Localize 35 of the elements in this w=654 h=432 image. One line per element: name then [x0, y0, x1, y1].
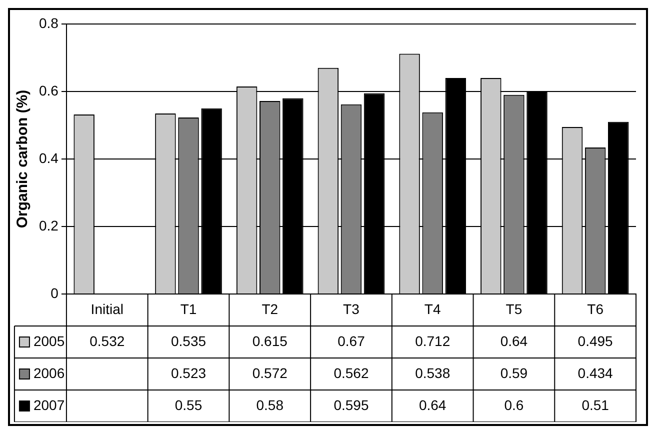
- x-tick-label: T3: [343, 300, 360, 317]
- data-label: 0.495: [578, 332, 614, 349]
- y-tick-label: 0.8: [38, 14, 59, 31]
- y-axis-title: Organic carbon (%): [14, 90, 32, 228]
- x-tick-label: Initial: [90, 300, 124, 317]
- x-tick-label: T4: [424, 300, 441, 317]
- data-label: 0.55: [174, 396, 202, 413]
- legend-label: 2005: [33, 332, 65, 349]
- y-tick-label: 0: [50, 284, 59, 301]
- legend-label: 2006: [33, 364, 65, 381]
- data-label: 0.562: [334, 364, 369, 381]
- data-label: 0.615: [252, 332, 288, 349]
- data-label: 0.51: [582, 396, 610, 413]
- x-tick-label: T6: [587, 300, 604, 317]
- x-tick-label: T5: [506, 300, 522, 317]
- data-label: 0.64: [500, 332, 528, 349]
- legend-label: 2007: [33, 396, 65, 413]
- data-label: 0.538: [415, 364, 450, 381]
- data-label: 0.535: [170, 332, 206, 349]
- y-tick-label: 0.2: [38, 217, 59, 234]
- data-label: 0.67: [338, 332, 366, 349]
- data-label: 0.59: [500, 364, 528, 381]
- data-label: 0.523: [170, 364, 206, 381]
- y-tick-label: 0.4: [38, 150, 59, 166]
- x-tick-label: T1: [180, 300, 197, 317]
- y-tick-label: 0.6: [38, 82, 59, 98]
- data-label: 0.532: [90, 332, 125, 349]
- data-label: 0.6: [504, 396, 524, 413]
- data-label: 0.58: [256, 396, 284, 413]
- data-label: 0.572: [252, 364, 288, 381]
- data-label: 0.64: [418, 396, 446, 413]
- data-label: 0.712: [415, 332, 450, 349]
- data-label: 0.595: [334, 396, 369, 413]
- data-label: 0.434: [578, 364, 614, 381]
- x-tick-label: T2: [262, 300, 278, 317]
